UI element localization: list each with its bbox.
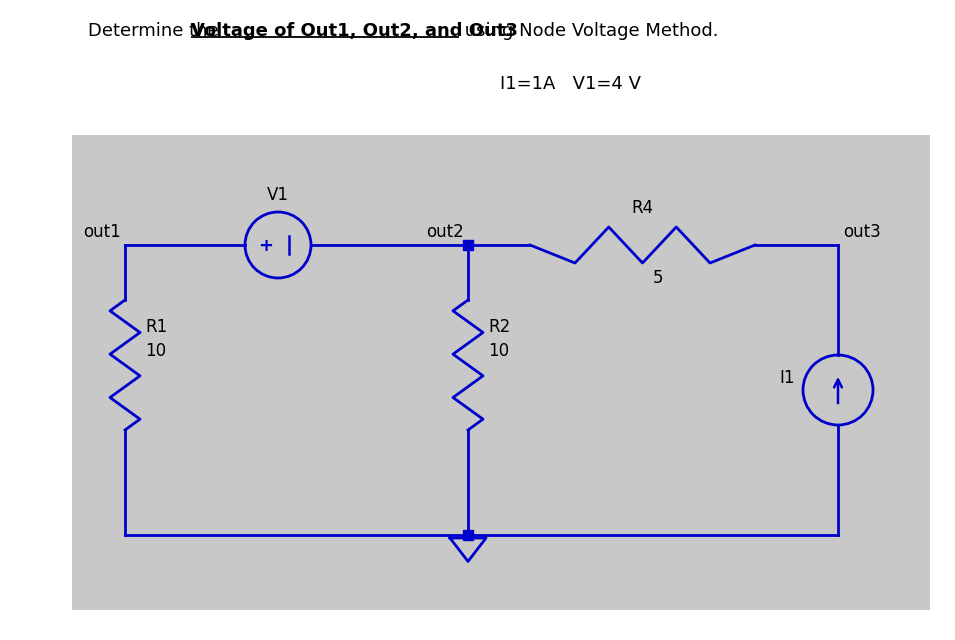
Text: +: + [259,237,273,255]
Text: using Node Voltage Method.: using Node Voltage Method. [459,22,718,40]
Text: I1=1A   V1=4 V: I1=1A V1=4 V [500,75,641,93]
Text: I1: I1 [779,369,795,387]
Text: R4: R4 [631,199,653,217]
Text: out3: out3 [843,223,881,241]
Text: R1: R1 [145,318,167,336]
Text: Voltage of Out1, Out2, and Out3: Voltage of Out1, Out2, and Out3 [191,22,518,40]
Text: 10: 10 [488,342,509,360]
Text: out2: out2 [426,223,464,241]
Text: V1: V1 [267,186,289,204]
Text: R2: R2 [488,318,510,336]
Text: out1: out1 [83,223,121,241]
Text: Determine the: Determine the [88,22,224,40]
Bar [72,135,930,610]
Text: 10: 10 [145,342,166,360]
Text: 5: 5 [652,269,663,287]
